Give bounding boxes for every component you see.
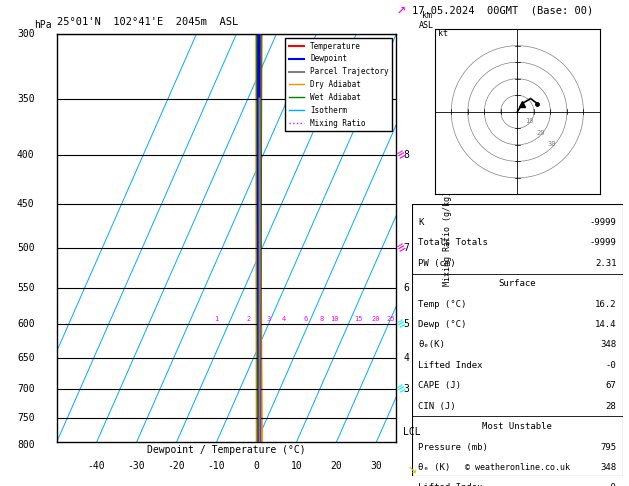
Text: hPa: hPa — [35, 20, 52, 30]
Text: 3: 3 — [403, 384, 409, 394]
Text: ↗: ↗ — [396, 0, 406, 16]
Text: K: K — [418, 218, 424, 227]
Text: 4: 4 — [403, 353, 409, 363]
Text: 350: 350 — [17, 94, 35, 104]
Text: -10: -10 — [208, 461, 225, 470]
Text: 600: 600 — [17, 319, 35, 330]
Text: 750: 750 — [17, 413, 35, 423]
Text: 10: 10 — [525, 119, 533, 124]
Text: 450: 450 — [17, 199, 35, 209]
Text: 2: 2 — [247, 316, 251, 322]
Text: Most Unstable: Most Unstable — [482, 422, 552, 431]
Text: km
ASL: km ASL — [420, 11, 435, 30]
Text: 8: 8 — [403, 150, 409, 159]
Text: θₑ (K): θₑ (K) — [418, 463, 450, 472]
Text: kt: kt — [438, 29, 448, 38]
Text: 30: 30 — [370, 461, 382, 470]
Legend: Temperature, Dewpoint, Parcel Trajectory, Dry Adiabat, Wet Adiabat, Isotherm, Mi: Temperature, Dewpoint, Parcel Trajectory… — [285, 38, 392, 131]
Text: Surface: Surface — [499, 279, 536, 288]
Text: 5: 5 — [403, 319, 409, 330]
Text: 800: 800 — [17, 440, 35, 450]
Text: Temp (°C): Temp (°C) — [418, 300, 467, 309]
Text: © weatheronline.co.uk: © weatheronline.co.uk — [465, 463, 570, 472]
Text: 300: 300 — [17, 29, 35, 39]
Text: -20: -20 — [168, 461, 186, 470]
Text: -9999: -9999 — [589, 218, 616, 227]
Text: -0: -0 — [606, 484, 616, 486]
X-axis label: Dewpoint / Temperature (°C): Dewpoint / Temperature (°C) — [147, 445, 306, 455]
Text: 400: 400 — [17, 150, 35, 159]
Text: CIN (J): CIN (J) — [418, 402, 456, 411]
Text: 10: 10 — [291, 461, 303, 470]
Text: -9999: -9999 — [589, 239, 616, 247]
Text: θₑ(K): θₑ(K) — [418, 341, 445, 349]
Text: 700: 700 — [17, 384, 35, 394]
Text: Dewp (°C): Dewp (°C) — [418, 320, 467, 329]
Text: 795: 795 — [600, 443, 616, 451]
Text: 17.05.2024  00GMT  (Base: 00): 17.05.2024 00GMT (Base: 00) — [412, 5, 593, 16]
Text: CAPE (J): CAPE (J) — [418, 382, 461, 390]
Text: 7: 7 — [403, 243, 409, 253]
Text: 20: 20 — [372, 316, 381, 322]
Text: Totals Totals: Totals Totals — [418, 239, 488, 247]
Text: 67: 67 — [606, 382, 616, 390]
Text: 10: 10 — [330, 316, 338, 322]
Text: ≡: ≡ — [395, 241, 408, 256]
Text: 2.31: 2.31 — [595, 259, 616, 268]
Text: -0: -0 — [606, 361, 616, 370]
Text: 20: 20 — [330, 461, 342, 470]
Text: PW (cm): PW (cm) — [418, 259, 456, 268]
Text: 6: 6 — [303, 316, 308, 322]
Text: 550: 550 — [17, 283, 35, 293]
Text: 3: 3 — [267, 316, 271, 322]
Text: 348: 348 — [600, 463, 616, 472]
Text: 25°01'N  102°41'E  2045m  ASL: 25°01'N 102°41'E 2045m ASL — [57, 17, 238, 27]
Text: ≡: ≡ — [395, 317, 408, 332]
Text: -30: -30 — [128, 461, 145, 470]
Text: 650: 650 — [17, 353, 35, 363]
Text: 348: 348 — [600, 341, 616, 349]
Text: 14.4: 14.4 — [595, 320, 616, 329]
Text: Lifted Index: Lifted Index — [418, 484, 483, 486]
Text: ≡: ≡ — [395, 382, 408, 397]
Text: ≡: ≡ — [395, 147, 408, 162]
Text: ↘: ↘ — [408, 461, 417, 476]
Text: 28: 28 — [606, 402, 616, 411]
Text: 25: 25 — [386, 316, 394, 322]
Text: Lifted Index: Lifted Index — [418, 361, 483, 370]
Text: 8: 8 — [320, 316, 323, 322]
Text: 15: 15 — [354, 316, 362, 322]
Text: 20: 20 — [537, 130, 545, 136]
Text: Mixing Ratio (g/kg): Mixing Ratio (g/kg) — [443, 191, 452, 286]
Text: 500: 500 — [17, 243, 35, 253]
Text: Pressure (mb): Pressure (mb) — [418, 443, 488, 451]
Text: LCL: LCL — [403, 427, 421, 436]
Text: 16.2: 16.2 — [595, 300, 616, 309]
Text: -40: -40 — [88, 461, 106, 470]
Text: 4: 4 — [282, 316, 286, 322]
Text: 30: 30 — [548, 141, 556, 147]
Text: 6: 6 — [403, 283, 409, 293]
Text: 1: 1 — [214, 316, 218, 322]
Text: 0: 0 — [253, 461, 259, 470]
